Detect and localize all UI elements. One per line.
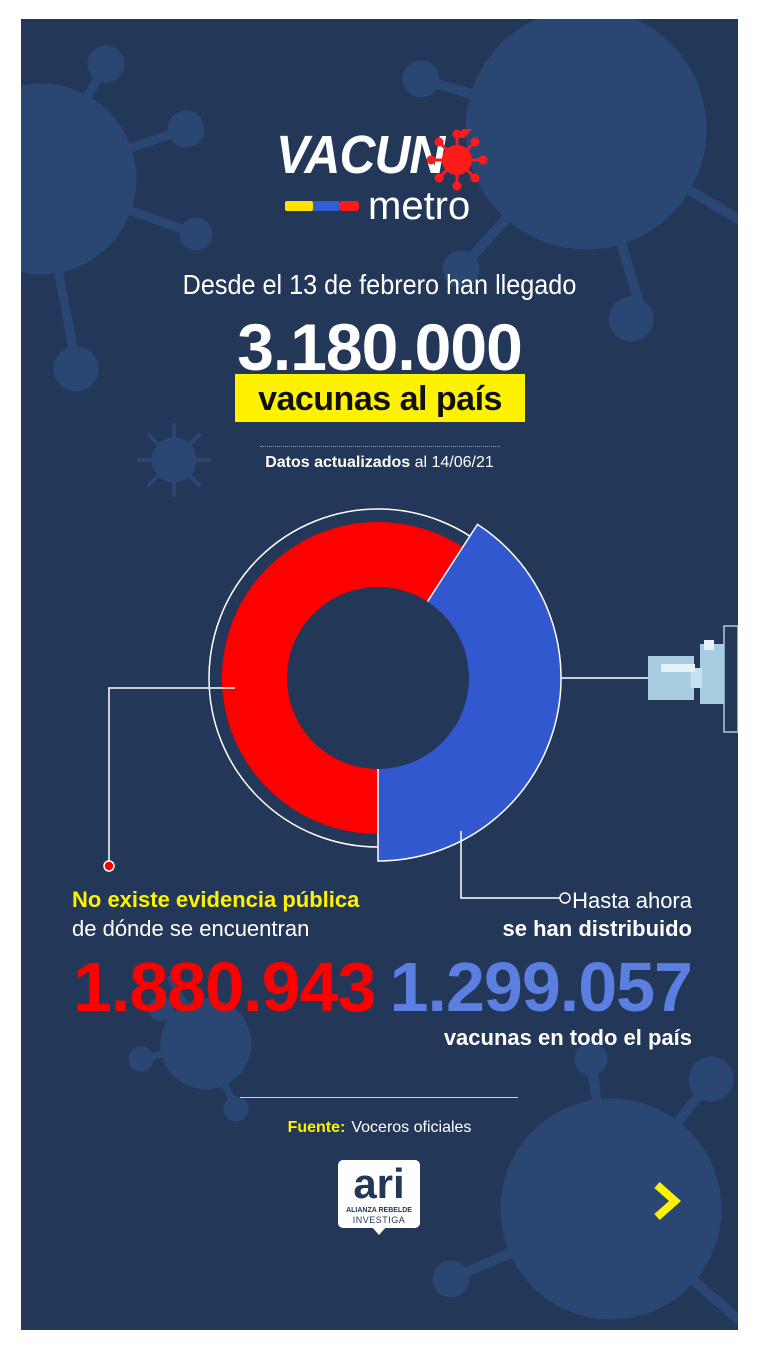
brand-main: ari bbox=[353, 1160, 405, 1207]
right-stat-label-2: se han distribuido bbox=[502, 916, 692, 941]
footer-divider bbox=[240, 1097, 518, 1098]
donut-hole bbox=[287, 587, 469, 769]
dotted-divider bbox=[260, 446, 500, 447]
leader-dot-right bbox=[559, 892, 571, 904]
leader-line-right bbox=[460, 831, 564, 899]
colombia-flag-stripes bbox=[285, 201, 359, 211]
left-stat-label: de dónde se encuentran bbox=[72, 916, 310, 941]
ari-brand-logo: ari ALIANZA REBELDE INVESTIGA bbox=[338, 1160, 420, 1235]
updated-date: al 14/06/21 bbox=[414, 454, 494, 471]
headline: Desde el 13 de febrero han llegado bbox=[182, 269, 577, 300]
chevron-right-icon[interactable] bbox=[649, 1179, 689, 1223]
vacunometro-logo: VACUN metro bbox=[276, 114, 506, 234]
infographic-card: VACUN metro D bbox=[21, 19, 738, 1330]
logo-word-main: VACUN bbox=[276, 125, 445, 185]
source-value: Voceros oficiales bbox=[351, 1119, 472, 1136]
virus-background bbox=[21, 19, 738, 1324]
leader-line-left bbox=[108, 687, 235, 866]
vaccine-pie-chart bbox=[103, 508, 738, 904]
left-stat-value: 1.880.943 bbox=[73, 948, 376, 1026]
total-arrived: 3.180.000 bbox=[237, 310, 523, 384]
brand-line-2: INVESTIGA bbox=[352, 1215, 406, 1225]
leader-dot-left bbox=[103, 860, 115, 872]
syringe-icon bbox=[561, 625, 738, 733]
updated-label: Datos actualizados bbox=[265, 454, 411, 471]
right-stat-label-1: Hasta ahora bbox=[572, 888, 692, 913]
total-caption: vacunas al país bbox=[258, 380, 502, 418]
virus-icon bbox=[426, 129, 488, 191]
source-label: Fuente: bbox=[287, 1119, 346, 1136]
speech-tail bbox=[371, 1226, 387, 1235]
updated-note: Datos actualizados al 14/06/21 bbox=[21, 454, 738, 472]
total-caption-box: vacunas al país bbox=[235, 374, 525, 422]
source-line: Fuente: Voceros oficiales bbox=[21, 1119, 738, 1137]
logo-word-sub: metro bbox=[368, 184, 471, 228]
right-stat-caption: vacunas en todo el país bbox=[443, 1025, 692, 1050]
brand-line-1: ALIANZA REBELDE bbox=[346, 1207, 412, 1214]
right-stat-value: 1.299.057 bbox=[389, 948, 693, 1026]
left-stat-highlight: No existe evidencia pública bbox=[72, 887, 360, 912]
